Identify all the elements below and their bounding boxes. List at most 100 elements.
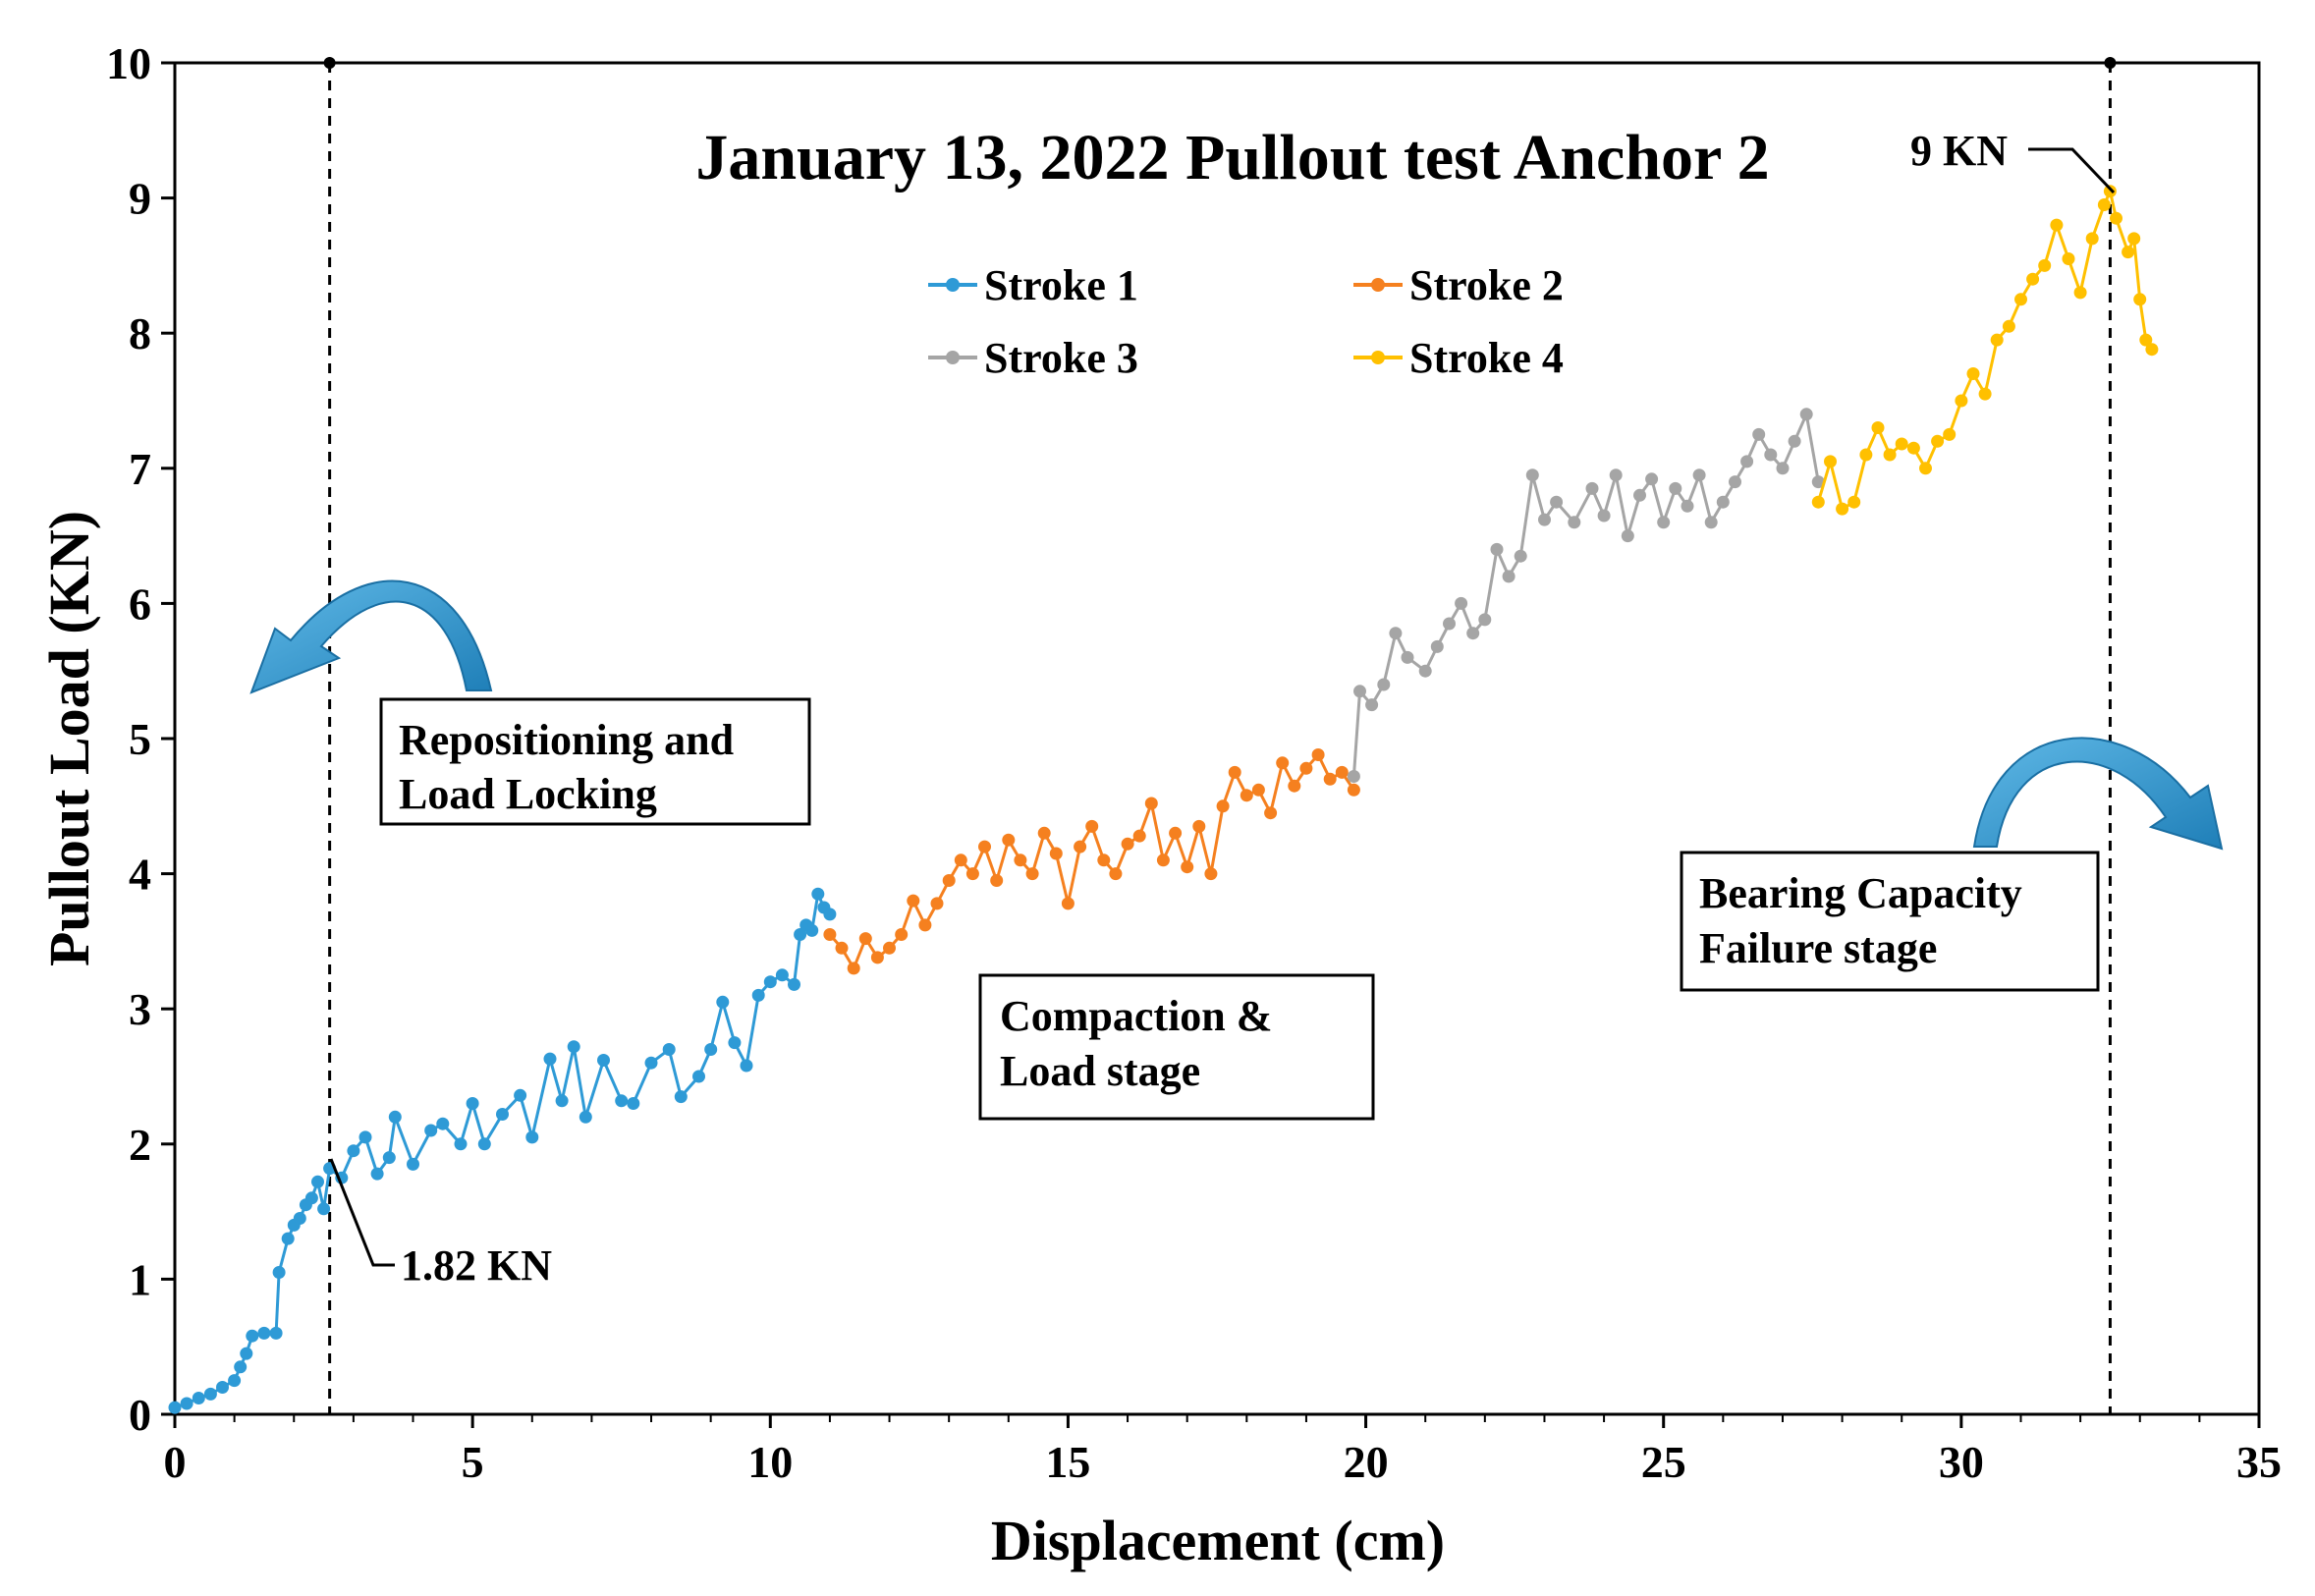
legend-marker-stroke-1 [946,278,960,292]
point-stroke-4-18 [2026,272,2040,286]
point-stroke-1-12 [281,1232,295,1245]
annotation-1-82-kn: 1.82 KN [401,1241,552,1290]
point-stroke-2-21 [1074,840,1087,853]
point-stroke-2-29 [1169,826,1183,840]
point-stroke-2-33 [1216,799,1230,813]
text-box-failure-frame [1680,851,2100,992]
point-stroke-2-25 [1121,837,1134,851]
annotation-leader-9-kn [2028,147,2116,194]
point-stroke-1-11 [272,1266,286,1279]
y-tick-label-3: 3 [129,984,151,1034]
point-stroke-2-20 [1061,897,1075,910]
text-box-failure-line-1: Bearing Capacity [1699,869,2022,917]
point-stroke-2-38 [1276,756,1290,770]
legend-marker-stroke-2 [1371,278,1385,292]
point-stroke-3-26 [1669,481,1682,495]
text-box-repositioning-line-1: Repositioning and [399,716,734,764]
point-stroke-1-38 [579,1110,592,1124]
point-stroke-3-1 [1353,685,1366,698]
point-stroke-3-28 [1692,468,1706,482]
point-stroke-1-0 [168,1401,182,1414]
point-stroke-2-5 [883,941,896,955]
point-stroke-1-37 [567,1040,580,1054]
point-stroke-4-20 [2050,218,2064,232]
x-axis-title: Displacement (cm) [991,1509,1445,1572]
point-stroke-2-35 [1240,789,1253,802]
point-stroke-4-5 [1871,421,1885,434]
point-stroke-1-2 [192,1392,205,1404]
point-stroke-4-21 [2062,252,2075,265]
point-stroke-3-24 [1645,472,1659,486]
point-stroke-1-9 [257,1326,271,1340]
point-stroke-1-59 [823,908,837,921]
point-stroke-2-4 [870,951,884,964]
point-stroke-1-57 [811,887,825,901]
point-stroke-1-34 [525,1130,539,1144]
point-stroke-4-10 [1931,434,1945,448]
point-stroke-2-11 [954,853,967,867]
point-stroke-1-8 [246,1329,259,1343]
point-stroke-3-20 [1597,509,1611,523]
series-line-stroke-2 [828,751,1355,972]
point-stroke-3-11 [1478,613,1492,627]
point-stroke-2-39 [1288,779,1301,793]
legend-label-stroke-2: Stroke 2 [1409,261,1564,309]
point-stroke-3-6 [1418,664,1432,678]
point-stroke-1-26 [407,1157,419,1171]
point-stroke-4-3 [1847,495,1861,509]
point-stroke-2-22 [1085,819,1099,833]
point-stroke-1-53 [788,977,800,991]
point-stroke-1-24 [382,1151,396,1165]
point-stroke-1-47 [716,995,730,1009]
point-stroke-1-1 [180,1397,193,1410]
curved-arrow-right-icon [1972,737,2224,851]
point-stroke-4-31 [2145,343,2159,357]
legend: Stroke 1 Stroke 2 Stroke 3 Stroke 4 [928,261,1564,382]
point-stroke-1-42 [644,1056,658,1070]
y-tick-label-2: 2 [129,1120,151,1170]
y-tick-label-5: 5 [129,714,151,764]
point-stroke-1-35 [543,1052,557,1066]
point-stroke-1-39 [597,1054,610,1067]
point-stroke-4-28 [2127,232,2141,246]
x-tick-label-5: 25 [1641,1437,1686,1487]
point-stroke-1-7 [240,1347,253,1360]
point-stroke-1-50 [751,988,765,1002]
point-stroke-2-15 [1002,833,1016,847]
point-stroke-1-3 [203,1387,217,1401]
y-axis-ticks: 0 1 2 3 4 5 6 7 8 9 10 [106,38,175,1440]
point-stroke-1-21 [347,1144,360,1158]
point-stroke-1-23 [370,1167,384,1181]
point-stroke-1-44 [674,1090,688,1104]
series-line-stroke-3 [1351,409,1820,777]
legend-label-stroke-4: Stroke 4 [1409,334,1564,382]
y-tick-label-4: 4 [129,850,151,900]
point-stroke-2-18 [1037,826,1051,840]
y-tick-label-9: 9 [129,174,151,224]
point-stroke-2-28 [1156,853,1170,867]
point-stroke-1-27 [424,1124,438,1137]
legend-label-stroke-3: Stroke 3 [984,334,1138,382]
point-stroke-1-41 [627,1097,640,1110]
point-stroke-3-23 [1633,488,1646,502]
x-tick-label-0: 0 [164,1437,187,1487]
point-stroke-1-25 [388,1110,402,1124]
x-tick-label-2: 10 [747,1437,793,1487]
point-stroke-1-31 [477,1137,491,1151]
point-stroke-3-16 [1538,513,1551,526]
point-stroke-4-23 [2085,232,2099,246]
point-stroke-2-37 [1264,806,1278,820]
reference-lines [323,57,2117,1414]
point-stroke-1-40 [615,1094,629,1108]
point-stroke-4-1 [1824,455,1837,468]
point-stroke-3-25 [1657,516,1671,529]
point-stroke-4-19 [2038,258,2052,272]
text-box-failure: Bearing Capacity Failure stage [1680,851,2100,992]
point-stroke-4-9 [1919,462,1932,475]
point-stroke-4-26 [2110,211,2122,225]
point-stroke-4-11 [1943,427,1957,441]
point-stroke-2-30 [1181,860,1194,874]
text-box-repositioning-frame [379,697,811,826]
point-stroke-2-40 [1299,761,1313,775]
